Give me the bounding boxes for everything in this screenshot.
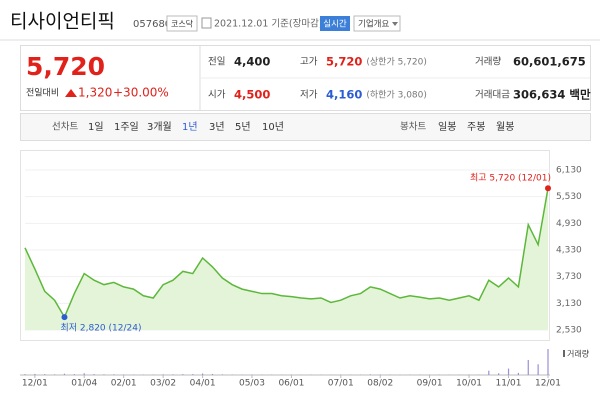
volume-bar — [370, 374, 371, 375]
quote-label: 고가 — [300, 57, 318, 68]
high-marker — [545, 185, 551, 191]
quote-value: 306,634 백만 — [513, 88, 591, 102]
x-tick-label: 07/01 — [328, 379, 354, 389]
volume-bar — [64, 374, 65, 375]
volume-bar — [498, 373, 499, 375]
volume-bar — [222, 374, 223, 375]
tab[interactable]: 1주일 — [114, 121, 139, 133]
quote-note: (하한가 3,080) — [366, 90, 427, 101]
market: 코스닥 — [171, 19, 194, 29]
volume-bar — [113, 374, 114, 375]
tab[interactable]: 일봉 — [438, 121, 456, 133]
date: 2021.12.01 기준(장마감) — [214, 18, 323, 30]
volume-bar — [74, 374, 75, 375]
y-tick-label: 6,130 — [556, 166, 582, 176]
tab[interactable]: 5년 — [235, 121, 251, 133]
quote-label: 저가 — [300, 90, 318, 101]
volume-icon — [563, 350, 565, 357]
tab[interactable]: 1년 — [182, 121, 198, 133]
volume-bar — [172, 374, 173, 375]
volume-bar — [192, 374, 193, 375]
change: 1,320 — [78, 86, 112, 100]
volume-bar — [528, 360, 529, 375]
x-tick-label: 10/01 — [456, 379, 482, 389]
y-tick-label: 2,530 — [556, 326, 582, 336]
quote-value: 4,400 — [234, 55, 270, 69]
quote-label: 거래대금 — [475, 90, 510, 101]
x-tick-label: 03/02 — [150, 379, 176, 389]
volume-bar — [93, 374, 94, 375]
x-tick-label: 11/01 — [496, 379, 522, 389]
volume-bar — [103, 374, 104, 375]
stock-title: 티사이언티픽 — [10, 11, 115, 33]
tab[interactable]: 월봉 — [496, 121, 514, 133]
volume-bar — [508, 369, 509, 375]
x-tick-label: 04/01 — [190, 379, 216, 389]
low-annotation: 최저 2,820 (12/24) — [60, 323, 141, 334]
tab[interactable]: 1일 — [88, 121, 104, 133]
x-tick-label: 09/01 — [417, 379, 443, 389]
volume-label: 거래량 — [567, 349, 590, 359]
volume-bar — [538, 364, 539, 375]
y-tick-label: 3,730 — [556, 272, 582, 282]
change-label: 전일대비 — [26, 88, 59, 99]
quote-label: 시가 — [208, 90, 226, 101]
x-tick-label: 08/02 — [367, 379, 393, 389]
realtime[interactable]: 실시간 — [323, 19, 347, 30]
change-pct: +30.00% — [113, 86, 169, 100]
volume-bar — [24, 374, 25, 375]
volume-bar — [518, 373, 519, 375]
tab-group-label: 봉차트 — [400, 121, 426, 133]
volume-bar — [44, 374, 45, 375]
x-tick-label: 12/01 — [535, 379, 561, 389]
tab[interactable]: 주봉 — [467, 121, 485, 133]
price: 5,720 — [26, 52, 105, 81]
volume-bar — [202, 374, 203, 376]
tab[interactable]: 3년 — [209, 121, 225, 133]
quote-value: 4,500 — [234, 88, 270, 102]
company[interactable]: 기업개요 — [358, 19, 389, 30]
y-tick-label: 5,530 — [556, 192, 582, 202]
x-tick-label: 12/01 — [22, 379, 48, 389]
volume-bar — [163, 374, 164, 375]
high-annotation: 최고 5,720 (12/01) — [470, 173, 551, 184]
volume-bar — [547, 349, 548, 375]
quote-value: 4,160 — [326, 88, 362, 102]
x-tick-label: 05/03 — [239, 379, 265, 389]
volume-bar — [54, 374, 55, 375]
quote-value: 60,601,675 — [513, 55, 586, 69]
low-marker — [61, 314, 67, 320]
volume-bar — [380, 374, 381, 375]
volume-bar — [84, 373, 85, 375]
volume-bar — [34, 374, 35, 375]
quote-label: 전일 — [208, 57, 225, 68]
x-tick-label: 02/01 — [111, 379, 137, 389]
quote-label: 거래량 — [475, 56, 501, 68]
y-tick-label: 4,330 — [556, 246, 582, 256]
x-tick-label: 06/01 — [278, 379, 304, 389]
volume-bar — [488, 371, 489, 375]
tab[interactable]: 3개월 — [147, 121, 172, 133]
y-tick-label: 3,130 — [556, 299, 582, 309]
area-fill — [25, 188, 548, 330]
quote-value: 5,720 — [326, 55, 362, 69]
quote-note: (상한가 5,720) — [366, 57, 427, 68]
x-tick-label: 01/04 — [71, 379, 97, 389]
y-tick-label: 4,930 — [556, 219, 582, 229]
volume-bar — [212, 374, 213, 375]
stock-code: 057680 — [133, 19, 171, 30]
volume-bar — [123, 374, 124, 375]
tab-group-label: 선차트 — [52, 121, 78, 133]
calendar-icon — [202, 18, 211, 28]
tab[interactable]: 10년 — [262, 121, 284, 133]
volume-bar — [182, 374, 183, 375]
volume-bar — [232, 374, 233, 375]
